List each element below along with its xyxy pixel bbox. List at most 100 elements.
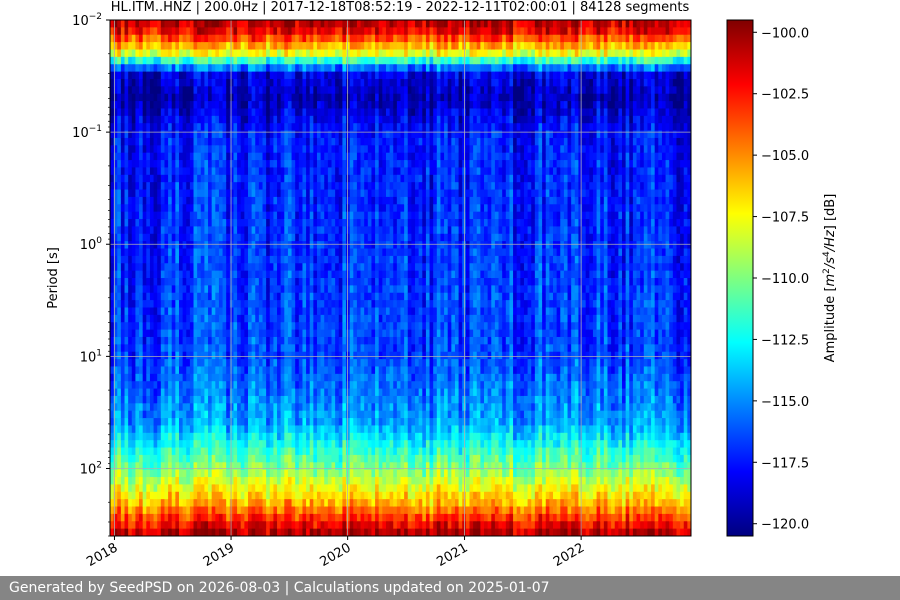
heatmap-cell	[182, 410, 187, 419]
heatmap-cell	[204, 314, 209, 323]
heatmap-cell	[135, 204, 140, 213]
heatmap-cell	[356, 418, 362, 427]
heatmap-cell	[255, 137, 260, 146]
heatmap-cell	[215, 167, 220, 176]
heatmap-cell	[302, 491, 307, 500]
heatmap-cell	[178, 255, 184, 264]
heatmap-cell	[139, 34, 144, 43]
heatmap-cell	[356, 211, 362, 220]
heatmap-cell	[244, 115, 249, 124]
heatmap-cell	[335, 160, 340, 169]
heatmap-cell	[211, 115, 216, 124]
heatmap-cell	[139, 336, 144, 345]
heatmap-cell	[287, 27, 293, 36]
heatmap-cell	[302, 469, 307, 478]
heatmap-cell	[258, 182, 264, 191]
heatmap-cell	[291, 440, 296, 449]
heatmap-cell	[240, 226, 245, 235]
heatmap-cell	[110, 359, 115, 368]
heatmap-cell	[262, 20, 267, 28]
heatmap-cell	[342, 270, 347, 279]
heatmap-cell	[316, 395, 322, 404]
heatmap-cell	[110, 373, 115, 382]
heatmap-cell	[360, 241, 365, 250]
heatmap-cell	[349, 521, 354, 530]
heatmap-cell	[364, 64, 369, 73]
heatmap-cell	[182, 528, 187, 536]
heatmap-cell	[338, 78, 343, 87]
heatmap-cell	[313, 196, 318, 205]
heatmap-cell	[237, 86, 242, 95]
heatmap-cell	[349, 211, 354, 220]
heatmap-cell	[142, 93, 147, 102]
heatmap-cell	[226, 469, 231, 478]
heatmap-cell	[160, 42, 166, 51]
heatmap-cell	[215, 440, 220, 449]
heatmap-cell	[149, 381, 155, 390]
heatmap-cell	[269, 108, 274, 117]
heatmap-cell	[193, 521, 198, 530]
heatmap-cell	[251, 440, 256, 449]
heatmap-cell	[298, 351, 304, 360]
heatmap-cell	[229, 344, 235, 353]
heatmap-cell	[215, 513, 220, 522]
heatmap-cell	[153, 292, 158, 301]
heatmap-cell	[142, 189, 147, 198]
heatmap-cell	[335, 108, 340, 117]
heatmap-cell	[280, 521, 285, 530]
heatmap-cell	[295, 71, 300, 80]
heatmap-cell	[226, 521, 231, 530]
heatmap-cell	[175, 219, 180, 227]
heatmap-cell	[244, 64, 249, 73]
heatmap-cell	[160, 226, 166, 235]
heatmap-cell	[197, 233, 202, 242]
heatmap-cell	[153, 174, 158, 183]
heatmap-cell	[197, 425, 202, 434]
heatmap-cell	[266, 336, 271, 345]
heatmap-cell	[309, 359, 314, 368]
heatmap-cell	[237, 462, 242, 471]
heatmap-cell	[218, 115, 224, 124]
heatmap-cell	[164, 196, 169, 205]
heatmap-cell	[324, 174, 329, 183]
heatmap-cell	[269, 403, 274, 412]
heatmap-cell	[128, 528, 133, 536]
heatmap-cell	[222, 115, 227, 124]
heatmap-cell	[139, 27, 144, 36]
heatmap-cell	[124, 196, 129, 205]
heatmap-cell	[320, 93, 325, 102]
heatmap-cell	[244, 204, 249, 213]
heatmap-cell	[291, 137, 296, 146]
heatmap-cell	[117, 418, 122, 427]
heatmap-cell	[193, 42, 198, 51]
heatmap-cell	[302, 241, 307, 250]
heatmap-cell	[160, 454, 166, 463]
heatmap-cell	[175, 196, 180, 205]
heatmap-cell	[287, 307, 293, 316]
heatmap-cell	[335, 285, 340, 294]
heatmap-cell	[113, 373, 118, 382]
heatmap-cell	[306, 351, 311, 360]
heatmap-cell	[131, 440, 137, 449]
heatmap-cell	[284, 351, 289, 360]
heatmap-cell	[233, 528, 238, 536]
heatmap-cell	[168, 344, 173, 353]
heatmap-cell	[258, 278, 264, 286]
heatmap-cell	[226, 366, 231, 375]
heatmap-cell	[153, 484, 158, 493]
heatmap-cell	[135, 322, 140, 331]
heatmap-cell	[197, 101, 202, 110]
heatmap-cell	[120, 93, 126, 102]
heatmap-cell	[287, 499, 293, 508]
heatmap-cell	[240, 410, 245, 419]
heatmap-cell	[204, 152, 209, 161]
heatmap-cell	[222, 34, 227, 43]
heatmap-cell	[302, 86, 307, 95]
heatmap-cell	[302, 336, 307, 345]
heatmap-cell	[128, 115, 133, 124]
heatmap-cell	[262, 528, 267, 536]
heatmap-cell	[164, 219, 169, 227]
heatmap-cell	[211, 160, 216, 169]
heatmap-cell	[186, 454, 191, 463]
heatmap-cell	[186, 506, 191, 515]
